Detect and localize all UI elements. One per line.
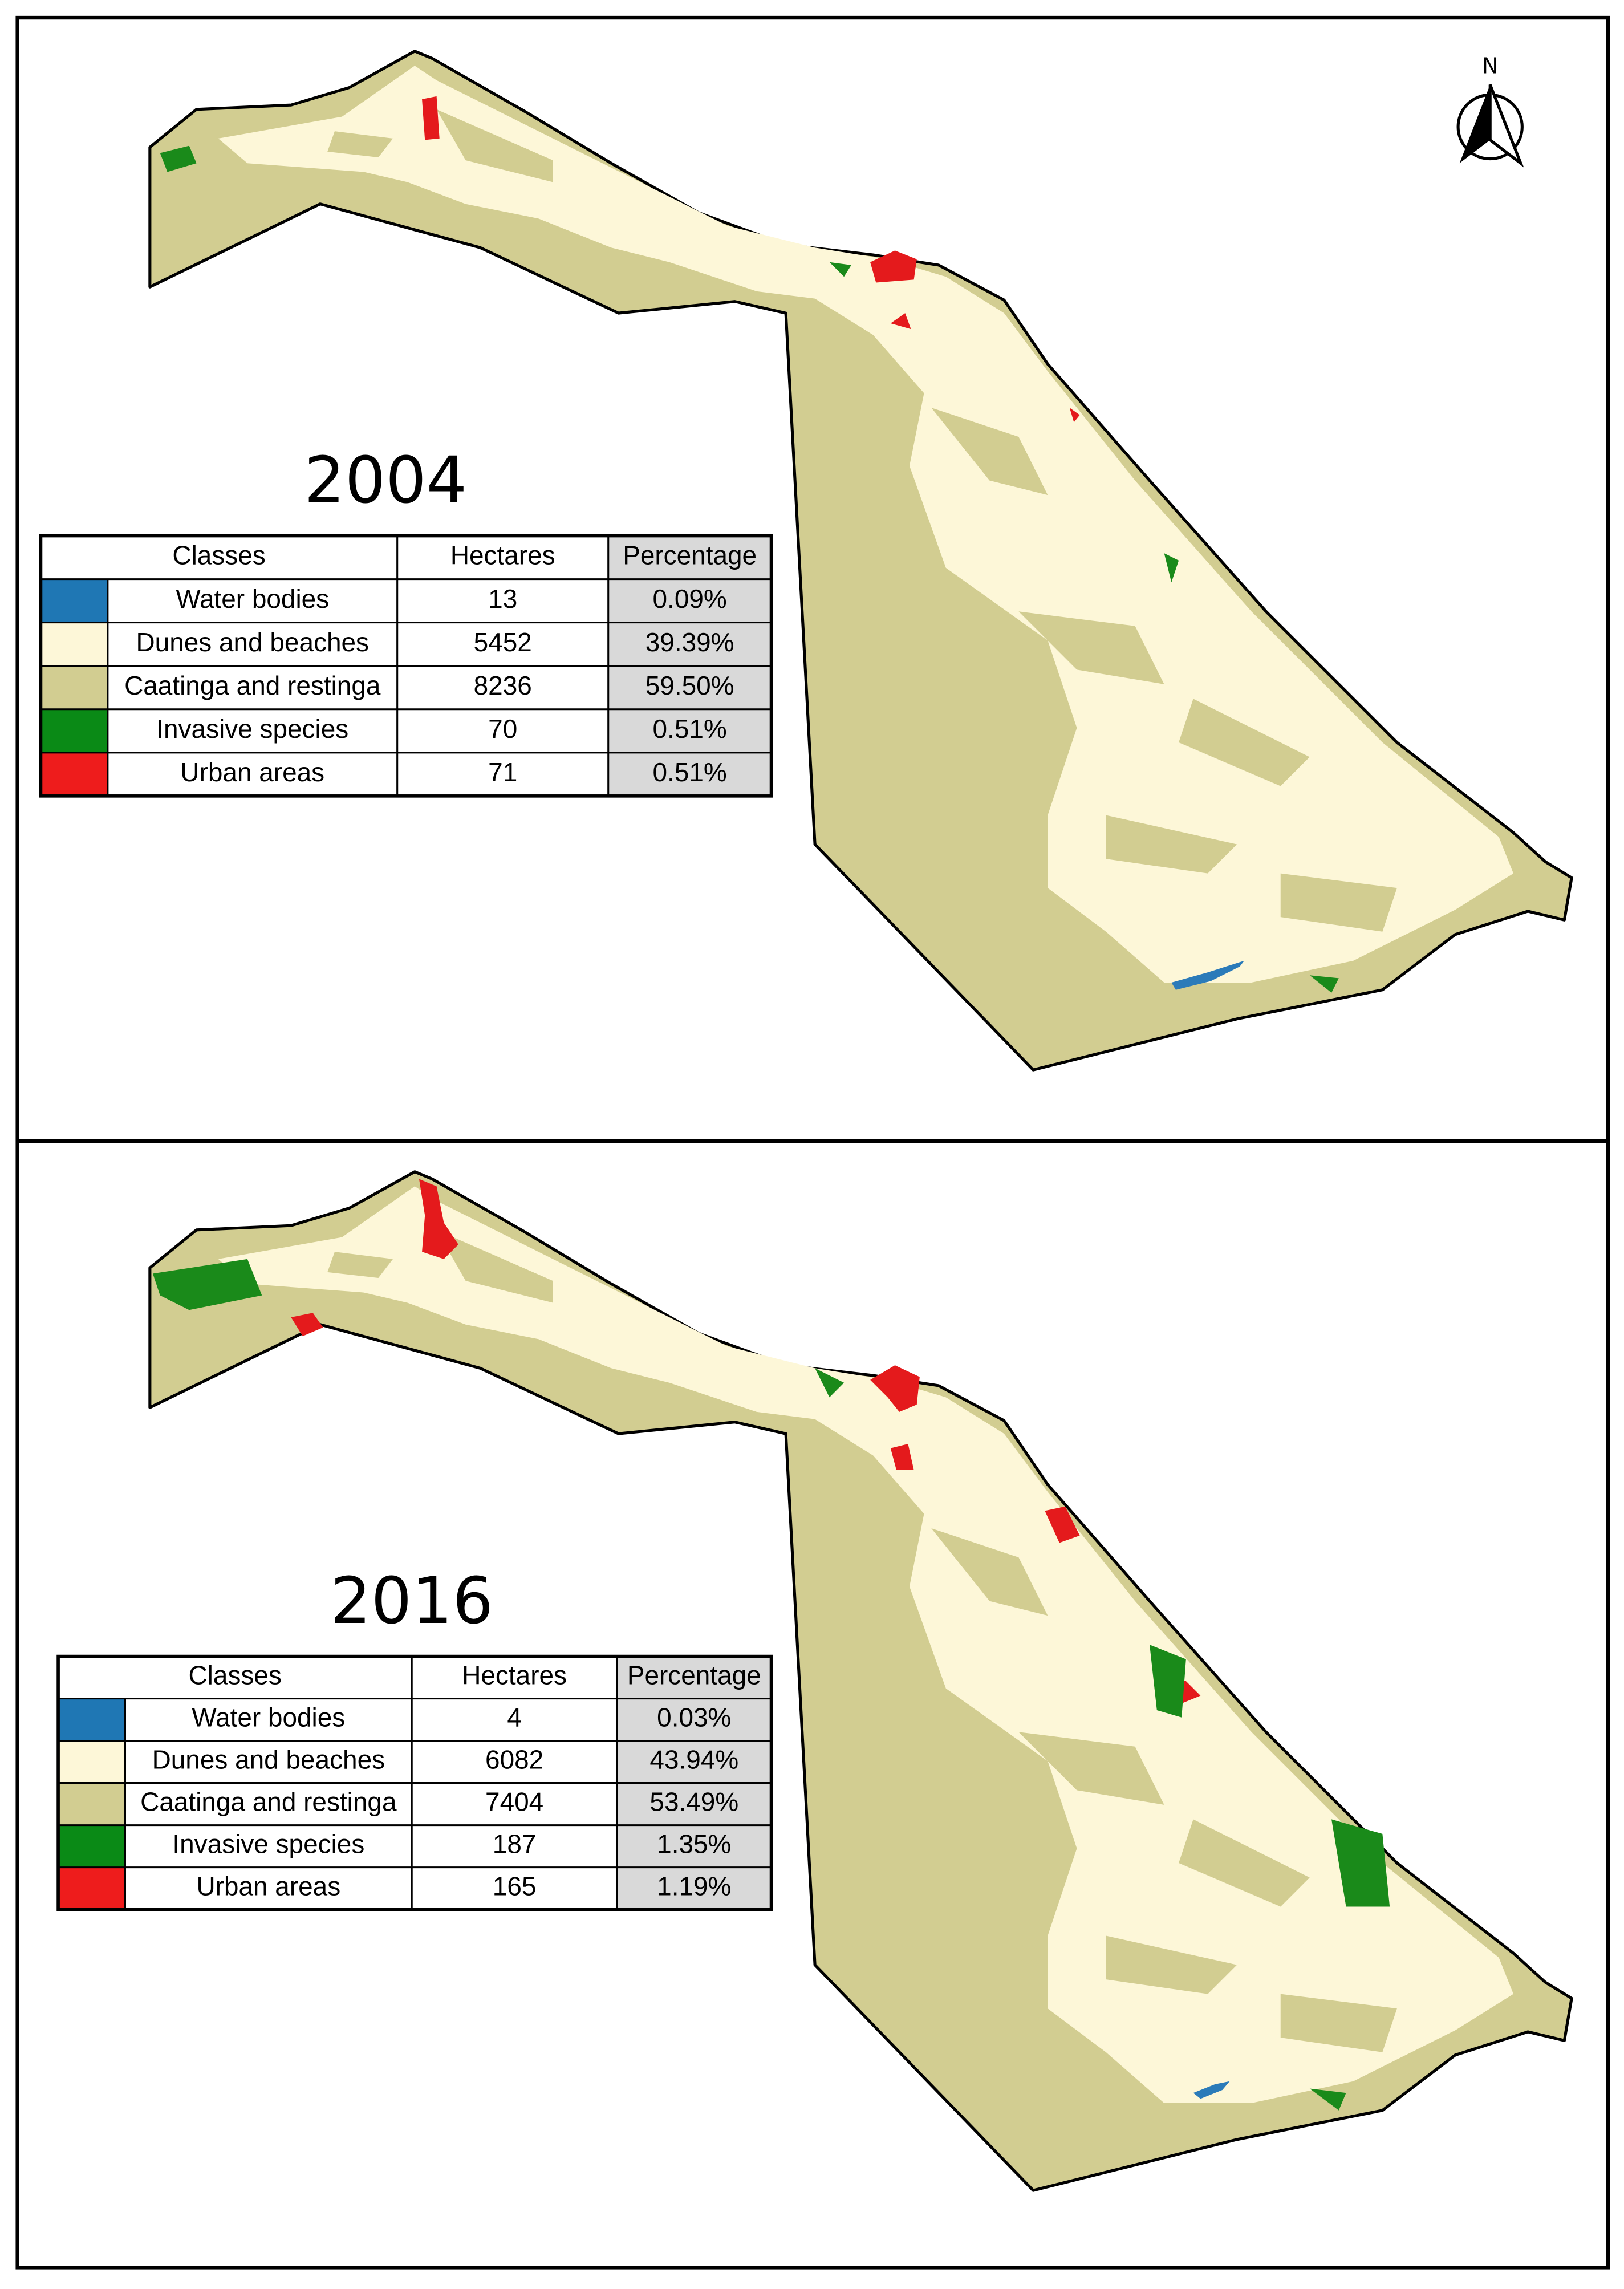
- tables: 2004 Classes Hectares Percentage Water bodie…: [39, 444, 773, 1911]
- class-swatch: [58, 1825, 125, 1868]
- class-swatch: [40, 665, 108, 709]
- hectares: 4: [507, 1703, 522, 1732]
- class-swatch: [40, 622, 108, 666]
- header-cell: Percentage: [627, 1661, 761, 1690]
- class-name: Urban areas: [180, 757, 324, 787]
- header-cell: Hectares: [462, 1661, 567, 1690]
- hectares: 70: [488, 714, 517, 744]
- north-label: N: [1482, 53, 1499, 79]
- year-title: 2004: [304, 444, 467, 518]
- class-name: Caatinga and restinga: [140, 1787, 397, 1817]
- percentage: 59.50%: [645, 671, 734, 700]
- hectares: 187: [493, 1829, 537, 1859]
- percentage: 43.94%: [649, 1745, 738, 1775]
- class-swatch: [58, 1740, 125, 1783]
- percentage: 0.03%: [657, 1703, 731, 1732]
- legend-table: Classes Hectares Percentage Water bodies 4 0.…: [56, 1654, 773, 1911]
- north-arrow: N: [1456, 53, 1524, 168]
- hectares: 6082: [485, 1745, 543, 1775]
- class-swatch: [58, 1867, 125, 1910]
- percentage: 1.35%: [657, 1829, 731, 1859]
- table-border: [39, 534, 773, 798]
- class-name: Dunes and beaches: [152, 1745, 385, 1775]
- class-swatch: [58, 1698, 125, 1741]
- percentage: 0.51%: [653, 757, 727, 787]
- hectares: 165: [493, 1872, 537, 1901]
- table-border: [56, 1654, 773, 1911]
- class-swatch: [40, 709, 108, 753]
- percentage: 0.09%: [653, 584, 727, 614]
- class-name: Water bodies: [192, 1703, 345, 1732]
- percentage: 39.39%: [645, 627, 734, 657]
- class-swatch: [58, 1783, 125, 1825]
- percentage: 53.49%: [649, 1787, 738, 1817]
- header-cell: Classes: [188, 1661, 281, 1690]
- header-cell: Classes: [172, 541, 265, 570]
- percentage: 1.19%: [657, 1872, 731, 1901]
- percentage: 0.51%: [653, 714, 727, 744]
- hectares: 71: [488, 757, 517, 787]
- map-2016: [150, 1172, 1572, 2190]
- class-name: Urban areas: [196, 1872, 340, 1901]
- legend-table: Classes Hectares Percentage Water bodies 13 0…: [39, 534, 773, 798]
- year-title: 2016: [330, 1564, 493, 1638]
- header-cell: Hectares: [450, 541, 555, 570]
- hectares: 7404: [485, 1787, 543, 1817]
- hectares: 8236: [474, 671, 532, 700]
- class-name: Dunes and beaches: [136, 627, 370, 657]
- class-name: Invasive species: [156, 714, 348, 744]
- map-2004: [150, 51, 1572, 1070]
- class-swatch: [40, 752, 108, 796]
- class-name: Water bodies: [176, 584, 329, 614]
- class-name: Caatinga and restinga: [124, 671, 381, 700]
- class-swatch: [40, 579, 108, 623]
- hectares: 5452: [474, 627, 532, 657]
- header-cell: Percentage: [623, 541, 757, 570]
- class-name: Invasive species: [172, 1829, 364, 1859]
- hectares: 13: [488, 584, 517, 614]
